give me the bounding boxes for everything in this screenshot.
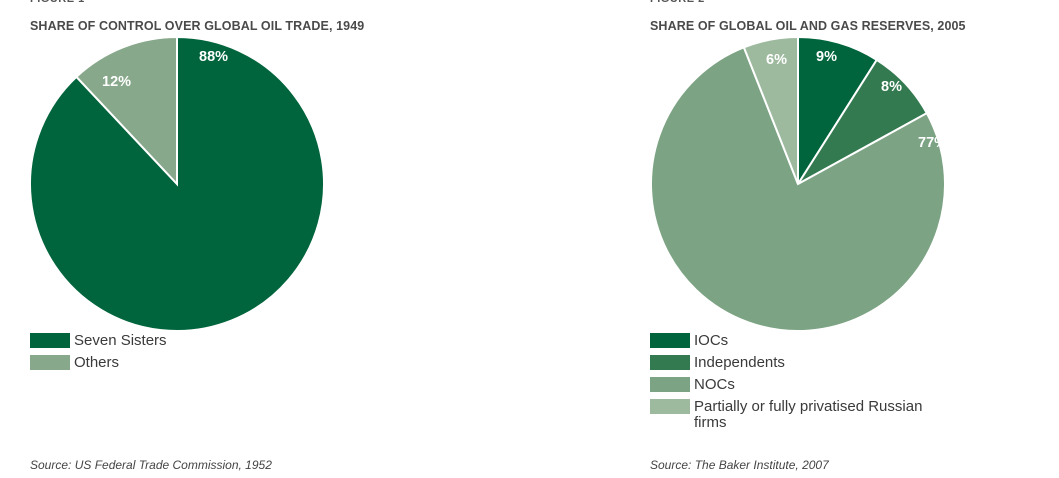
slice-data-label: 77%	[918, 135, 947, 151]
legend-item-independents: Independents	[650, 355, 944, 377]
legend-item-others: Others	[30, 355, 167, 377]
legend: IOCs Independents NOCs Partially or full…	[650, 333, 944, 439]
source-note: Source: The Baker Institute, 2007	[650, 458, 829, 472]
slice-data-label: 88%	[199, 49, 228, 65]
legend-label: IOCs	[694, 332, 729, 349]
legend-item-nocs: NOCs	[650, 377, 944, 399]
legend-label: Partially or fully privatised Russian fi…	[694, 398, 923, 431]
slice-data-label: 9%	[816, 49, 837, 65]
legend-label: Seven Sisters	[74, 332, 167, 349]
pie-slice-partially-or-fully-privatised-russian-firms	[742, 35, 799, 185]
legend-swatch	[650, 399, 690, 414]
chart-title: SHARE OF CONTROL OVER GLOBAL OIL TRADE, …	[30, 19, 365, 33]
pie-slice-nocs	[650, 46, 946, 332]
slice-data-label: 8%	[881, 79, 902, 95]
source-note: Source: US Federal Trade Commission, 195…	[30, 458, 272, 472]
legend-label: Others	[74, 354, 120, 371]
pie-chart: 88% 12%	[29, 35, 325, 332]
figure-label: FIGURE 1	[30, 0, 85, 2]
legend-item-seven-sisters: Seven Sisters	[30, 333, 167, 355]
legend-swatch	[30, 355, 70, 370]
legend-swatch	[650, 333, 690, 348]
figure-label: FIGURE 2	[650, 0, 705, 2]
slice-data-label: 6%	[766, 52, 787, 68]
chart-panel-reserves: FIGURE 2 SHARE OF GLOBAL OIL AND GAS RES…	[620, 0, 1059, 478]
pie-slice-iocs	[797, 35, 879, 188]
legend: Seven Sisters Others	[30, 333, 167, 377]
legend-label: NOCs	[694, 376, 735, 393]
legend-item-iocs: IOCs	[650, 333, 944, 355]
slice-data-label: 12%	[102, 74, 131, 90]
pie-slice-others	[74, 35, 178, 187]
chart-title: SHARE OF GLOBAL OIL AND GAS RESERVES, 20…	[650, 19, 966, 33]
chart-panel-oil-trade: FIGURE 1 SHARE OF CONTROL OVER GLOBAL OI…	[0, 0, 520, 478]
legend-label: Independents	[694, 354, 785, 371]
legend-swatch	[30, 333, 70, 348]
legend-swatch	[650, 355, 690, 370]
pie-chart: 9% 8% 77% 6%	[650, 35, 947, 332]
legend-item-russian-firms: Partially or fully privatised Russian fi…	[650, 399, 944, 439]
legend-swatch	[650, 377, 690, 392]
